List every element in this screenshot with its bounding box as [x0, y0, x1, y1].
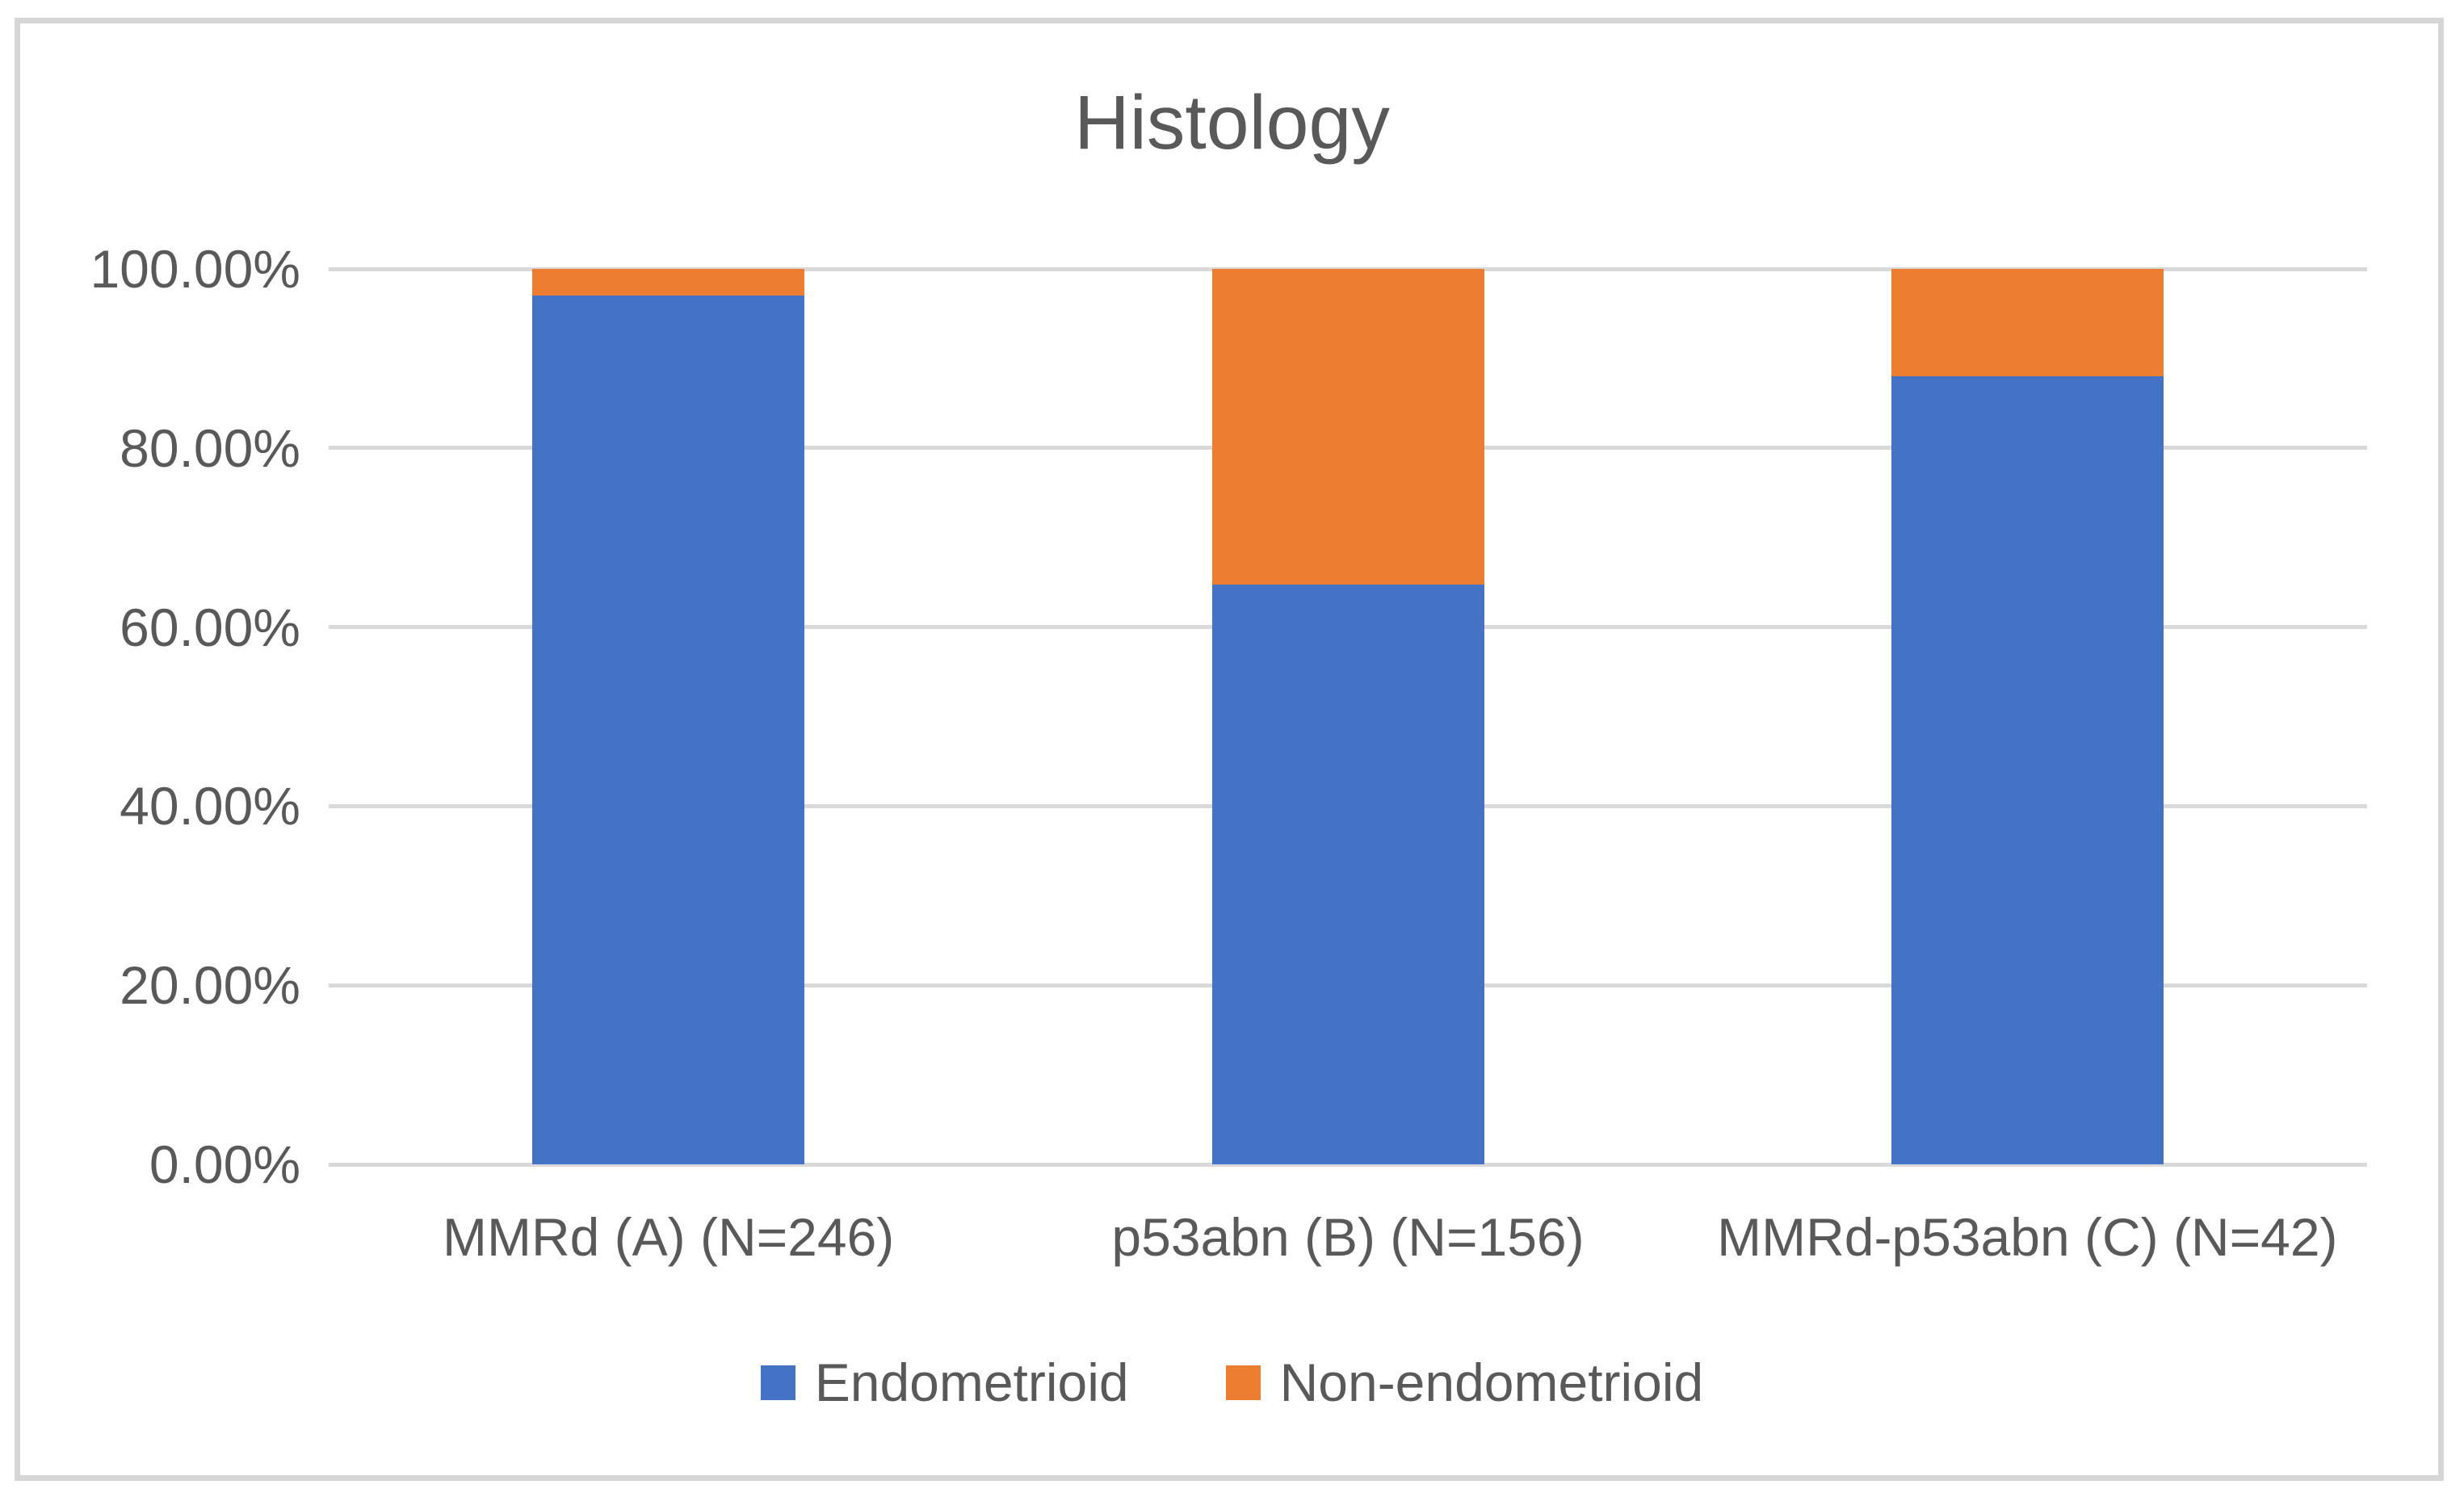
x-axis-label-p53abn-b-n-156: p53abn (B) (N=156): [1111, 1207, 1585, 1267]
y-tick-label-0pct: 0.00%: [149, 1134, 300, 1194]
y-tick-label-20pct: 20.00%: [120, 955, 300, 1016]
y-tick-label-40pct: 40.00%: [120, 776, 300, 837]
legend-swatch-endometrioid: [760, 1365, 795, 1400]
x-axis-label-mmrd-p53abn-c-n-42: MMRd-p53abn (C) (N=42): [1717, 1207, 2338, 1267]
bar-mmrd-p53abn-c-n-42: [1891, 269, 2164, 1164]
bar-segment-non-endometrioid-mmrd-p53abn-c-n-42: [1891, 269, 2164, 377]
x-axis-label-mmrd-a-n-246: MMRd (A) (N=246): [443, 1207, 895, 1267]
bar-segment-endometrioid-mmrd-p53abn-c-n-42: [1891, 376, 2164, 1164]
gridline-100pct: [329, 266, 2367, 271]
legend-swatch-non-endometrioid: [1225, 1365, 1261, 1400]
chart-title: Histology: [1074, 80, 1390, 166]
y-tick-label-80pct: 80.00%: [120, 417, 300, 478]
legend-label-endometrioid: Endometrioid: [814, 1352, 1129, 1412]
legend-label-non-endometrioid: Non-endometrioid: [1279, 1352, 1704, 1412]
bar-mmrd-a-n-246: [532, 269, 805, 1164]
y-tick-label-60pct: 60.00%: [120, 597, 300, 657]
legend-item-non-endometrioid: Non-endometrioid: [1225, 1350, 1704, 1415]
bar-p53abn-b-n-156: [1211, 269, 1484, 1164]
y-tick-label-100pct: 100.00%: [90, 239, 300, 299]
plot-area: [329, 266, 2367, 1167]
bar-segment-endometrioid-p53abn-b-n-156: [1211, 585, 1484, 1164]
legend: Endometrioid Non-endometrioid: [0, 1350, 2464, 1415]
legend-item-endometrioid: Endometrioid: [760, 1350, 1129, 1415]
bar-segment-endometrioid-mmrd-a-n-246: [532, 296, 805, 1164]
bar-segment-non-endometrioid-p53abn-b-n-156: [1211, 269, 1484, 585]
bar-segment-non-endometrioid-mmrd-a-n-246: [532, 269, 805, 296]
gridline-0pct: [329, 1162, 2367, 1167]
